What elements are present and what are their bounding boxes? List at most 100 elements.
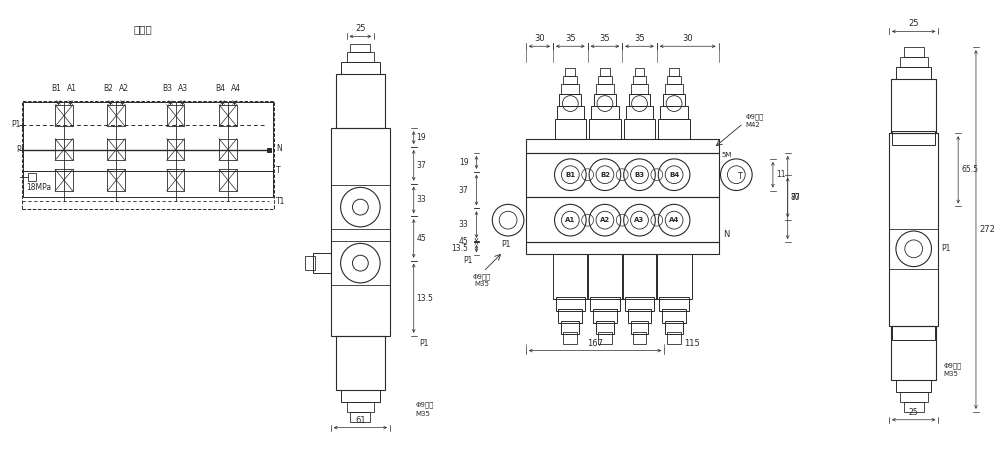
Bar [526,139,719,153]
Text: A1: A1 [565,217,575,223]
Bar [628,309,651,323]
Text: B3: B3 [163,84,173,92]
Text: 25: 25 [908,20,919,28]
Text: Φ9深层: Φ9深层 [472,274,491,280]
Bar [589,120,621,139]
Bar [331,128,390,336]
Bar [587,254,623,299]
Text: 33: 33 [459,220,469,229]
Text: 45: 45 [459,237,469,246]
Bar [526,242,719,254]
Text: P1: P1 [420,339,429,348]
Bar [633,76,646,84]
Text: P1: P1 [463,255,473,265]
Bar [622,254,657,299]
Bar [565,68,575,76]
Bar [891,79,936,133]
Text: A3: A3 [634,217,645,223]
Text: T: T [738,172,743,181]
Bar [596,84,614,94]
Text: 45: 45 [417,234,426,243]
Bar [593,309,617,323]
Bar [891,326,936,380]
Text: 80: 80 [791,193,800,202]
Bar [667,332,681,344]
Text: 30: 30 [534,34,545,43]
Bar [28,173,36,181]
Bar [526,198,719,242]
Bar [598,332,612,344]
Text: 35: 35 [634,34,645,43]
Text: 61: 61 [355,416,366,425]
Bar [219,139,237,160]
Bar [336,74,385,128]
Bar [590,297,620,311]
Bar [659,297,689,311]
Text: N: N [276,144,282,153]
Text: Φ9深层: Φ9深层 [745,114,764,120]
Bar [904,47,924,57]
Text: 5M: 5M [722,152,732,158]
Text: B2: B2 [600,172,610,178]
Text: B2: B2 [103,84,113,92]
Text: 19: 19 [417,133,426,142]
Text: A3: A3 [178,84,189,92]
Text: B3: B3 [634,172,645,178]
Bar [625,297,654,311]
Text: M35: M35 [416,411,431,417]
Bar [665,84,683,94]
Bar [660,106,688,120]
Text: Φ9深层: Φ9深层 [416,402,434,408]
Text: 272: 272 [979,225,995,234]
Bar [219,169,237,191]
Bar [633,332,646,344]
Text: M42: M42 [745,122,760,128]
Bar [55,139,73,160]
Bar [55,105,73,127]
Text: 18MPa: 18MPa [26,183,52,192]
Bar [892,326,935,340]
Text: M35: M35 [943,371,958,377]
Text: 25: 25 [355,24,366,34]
Bar [331,241,390,285]
Bar [631,84,648,94]
Bar [167,105,184,127]
Bar [900,392,928,402]
Text: P: P [16,145,20,154]
Text: B4: B4 [669,172,679,178]
Bar [889,229,938,269]
Bar [889,133,938,326]
Text: M35: M35 [474,282,489,287]
Bar [624,120,655,139]
Text: 19: 19 [459,158,469,167]
Text: B1: B1 [51,84,61,92]
Bar [635,68,644,76]
Bar [591,106,619,120]
Bar [107,139,125,160]
Bar [904,402,924,412]
Bar [596,321,614,334]
Bar [658,120,690,139]
Bar [350,44,370,52]
Bar [563,332,577,344]
Text: 35: 35 [565,34,576,43]
Text: 37: 37 [459,185,469,195]
Bar [663,94,685,106]
Text: A2: A2 [119,84,129,92]
Text: A2: A2 [600,217,610,223]
Bar [555,120,586,139]
Text: 115: 115 [684,339,700,347]
Bar [336,336,385,390]
Bar [107,105,125,127]
Text: 13.5: 13.5 [452,244,469,253]
Text: P1: P1 [11,120,20,129]
Bar [896,67,931,79]
Bar [631,321,648,334]
Text: 11: 11 [776,170,785,179]
Bar [313,253,331,273]
Bar [556,297,585,311]
Bar [23,102,273,198]
Bar [22,100,274,209]
Bar [900,57,928,67]
Bar [667,76,681,84]
